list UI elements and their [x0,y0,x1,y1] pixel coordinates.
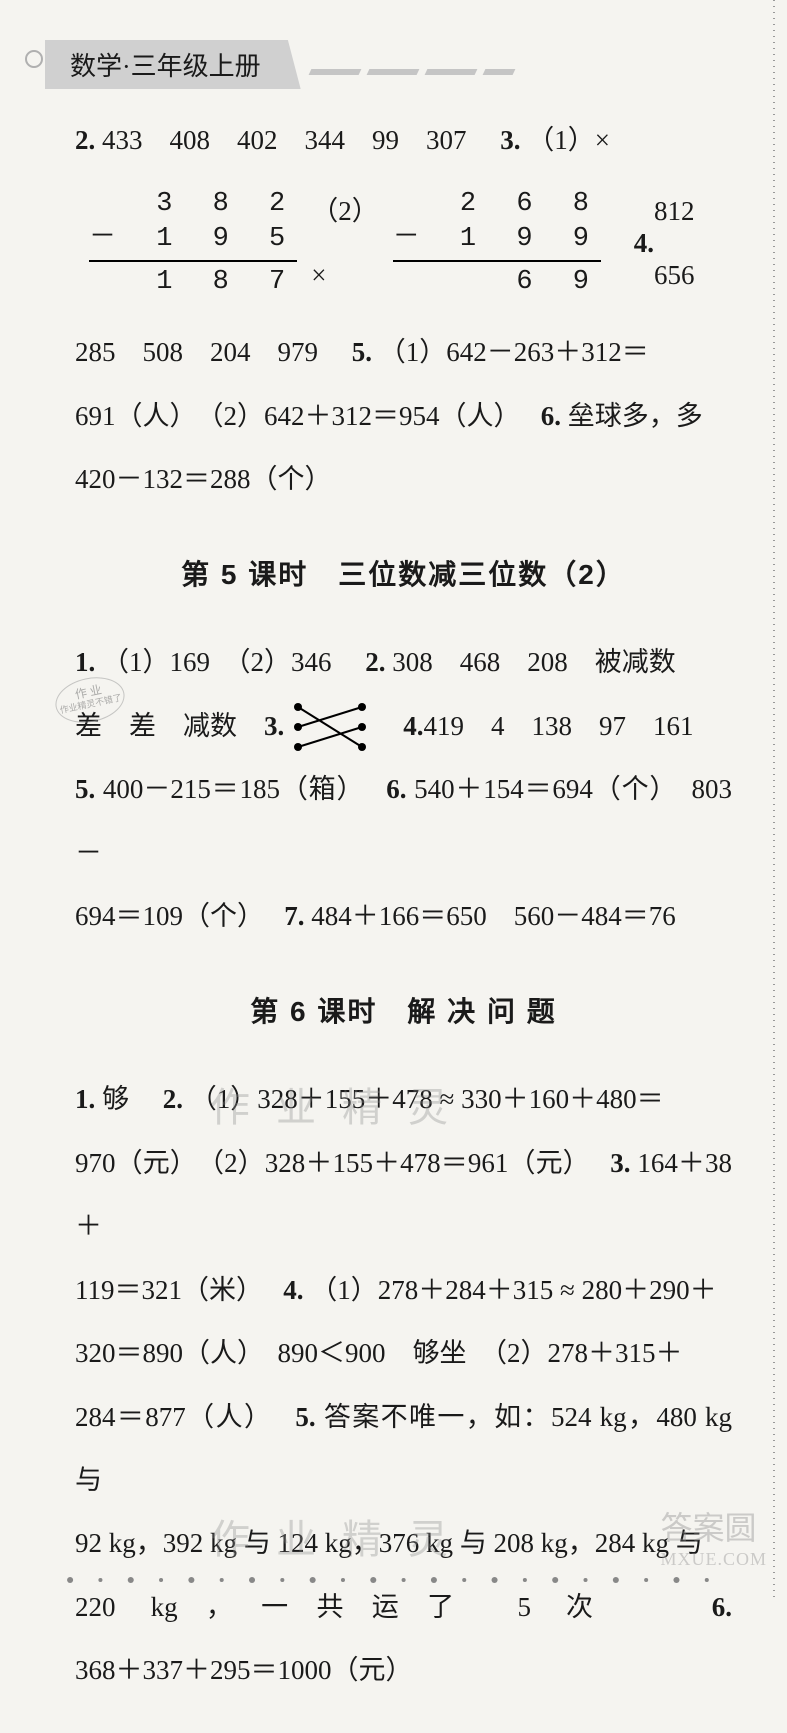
s6-q1-label: 1. [75,1084,95,1114]
q2-label: 2. [75,125,95,155]
s5-q4-label: 4. [403,695,423,758]
header-title: 数学·三年级上册 [45,40,301,89]
answer-line: 691（人） （2）642＋312＝954（人） 6. 垒球多，多 [75,385,732,448]
s6-q4-text: （1）278＋284＋315 ≈ 280＋290＋ [310,1275,716,1305]
q5-text: （1）642－263＋312＝ [379,337,649,367]
answer-line: 92 kg，392 kg 与 124 kg，376 kg 与 208 kg，28… [75,1512,732,1575]
cont: 694＝109（个） [75,901,251,931]
cont: 119＝321（米） [75,1275,250,1305]
answer-line: 420－132＝288（个） [75,448,732,511]
answer-line: 差 差 减数 3. 4. 419 4 138 97 161 [75,695,732,758]
answer-line: 1. 够 2. （1）328＋155＋478 ≈ 330＋160＋480＝ [75,1068,732,1131]
cont: 220 kg，一共运了 5 次 [75,1592,621,1622]
answer-line: 1. （1）169 （2）346 2. 308 468 208 被减数 [75,631,732,694]
q4-label: 4. [634,212,654,275]
cont: 284＝877（人） [75,1402,259,1432]
answer-line: 119＝321（米） 4. （1）278＋284＋315 ≈ 280＋290＋ [75,1259,732,1322]
cont: 970（元） （2）328＋155＋478＝961（元） [75,1148,576,1178]
vertical-subtraction-2: 2 6 8 － 1 9 9 6 9 [393,187,601,300]
s6-q2-text: （1）328＋155＋478 ≈ 330＋160＋480＝ [190,1084,664,1114]
q6-label: 6. [541,401,561,431]
section-5-title: 第 5 课时 三位数减三位数（2） [75,542,732,608]
s5-q6-label: 6. [386,774,406,804]
text: 320＝890（人） 890＜900 够坐 （2）278＋315＋ [75,1338,683,1368]
answer-line: 970（元） （2）328＋155＋478＝961（元） 3. 164＋38＋ [75,1132,732,1259]
s5-q4-text: 419 4 138 97 161 [424,695,694,758]
header: 数学·三年级上册 [45,40,732,89]
cont: 691（人） （2）642＋312＝954（人） [75,401,507,431]
q3-label: 3. [500,125,520,155]
section-6-title: 第 6 课时 解 决 问 题 [75,979,732,1045]
s6-q4-label: 4. [283,1275,303,1305]
content-body: 2. 433 408 402 344 99 307 3. （1）× 3 8 2 … [75,109,732,1703]
s5-q2-label: 2. [365,647,385,677]
q6-text: 垒球多，多 [568,401,703,431]
vertical-calc-row: 3 8 2 － 1 9 5 1 8 7 （2）× 2 6 8 － 1 9 9 6… [75,180,732,307]
s5-q5-text: 400－215＝185（箱） [103,774,351,804]
answer-line: 694＝109（个） 7. 484＋166＝650 560－484＝76 [75,885,732,948]
calc-mid-label: （2）× [311,180,379,307]
header-stripes [310,62,522,80]
q4-values: 812 656 [654,180,732,307]
s6-q3-label: 3. [610,1148,630,1178]
s5-q7-text: 484＋166＝650 560－484＝76 [311,901,676,931]
vertical-subtraction-1: 3 8 2 － 1 9 5 1 8 7 [89,187,297,300]
s6-q6-text: 368＋337＋295＝1000（元） [75,1655,413,1685]
text: 420－132＝288（个） [75,464,332,494]
s6-q1-text: 够 [102,1084,129,1114]
answer-line: 320＝890（人） 890＜900 够坐 （2）278＋315＋ [75,1322,732,1385]
s5-q1-text: （1）169 （2）346 [102,647,332,677]
s5-q2-text: 308 468 208 被减数 [392,647,676,677]
watermark-right-2: MXUE.COM [660,1549,767,1570]
s6-q5-label: 5. [295,1402,315,1432]
matching-diagram [290,697,370,757]
s6-q2-label: 2. [163,1084,183,1114]
q2-values: 433 408 402 344 99 307 [102,125,467,155]
answer-line: 5. 400－215＝185（箱） 6. 540＋154＝694（个） 803－ [75,758,732,885]
s5-q5-label: 5. [75,774,95,804]
text: 92 kg，392 kg 与 124 kg，376 kg 与 208 kg，28… [75,1528,703,1558]
q3-part1: （1）× [527,125,610,155]
s5-q1-label: 1. [75,647,95,677]
q5-label: 5. [352,337,372,367]
answer-line: 2. 433 408 402 344 99 307 3. （1）× [75,109,732,172]
answer-line: 285 508 204 979 5. （1）642－263＋312＝ [75,321,732,384]
watermark-right-1: 答案圆 [660,1503,767,1549]
page-container: 数学·三年级上册 2. 433 408 402 344 99 307 3. （1… [0,0,787,1733]
s6-q6-label: 6. [712,1592,732,1622]
header-decor-circle [25,50,43,68]
footer-decoration [60,1573,727,1585]
answer-line: 284＝877（人） 5. 答案不唯一，如：524 kg，480 kg 与 [75,1386,732,1513]
s5-q7-label: 7. [284,901,304,931]
answer-line: 220 kg，一共运了 5 次 6. 368＋337＋295＝1000（元） [75,1576,732,1703]
watermark-right: 答案圆 MXUE.COM [660,1503,767,1570]
s5-q3-label: 3. [264,695,284,758]
leading-values: 285 508 204 979 [75,337,318,367]
